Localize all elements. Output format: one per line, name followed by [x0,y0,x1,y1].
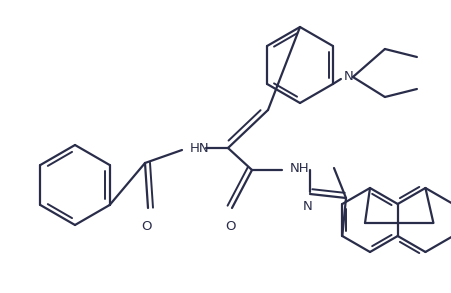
Text: O: O [141,220,151,233]
Text: N: N [344,71,354,84]
Text: N: N [303,200,313,213]
Text: NH: NH [290,161,310,175]
Text: O: O [225,220,235,233]
Text: HN: HN [190,142,210,154]
